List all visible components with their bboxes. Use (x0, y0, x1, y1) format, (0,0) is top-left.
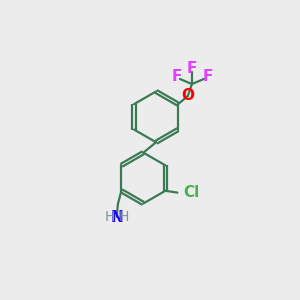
Text: F: F (187, 61, 197, 76)
Text: H: H (104, 210, 115, 224)
Text: F: F (202, 69, 213, 84)
Text: O: O (182, 88, 194, 103)
Text: N: N (110, 210, 123, 225)
Text: F: F (171, 69, 182, 84)
Text: H: H (119, 210, 129, 224)
Text: Cl: Cl (183, 185, 199, 200)
